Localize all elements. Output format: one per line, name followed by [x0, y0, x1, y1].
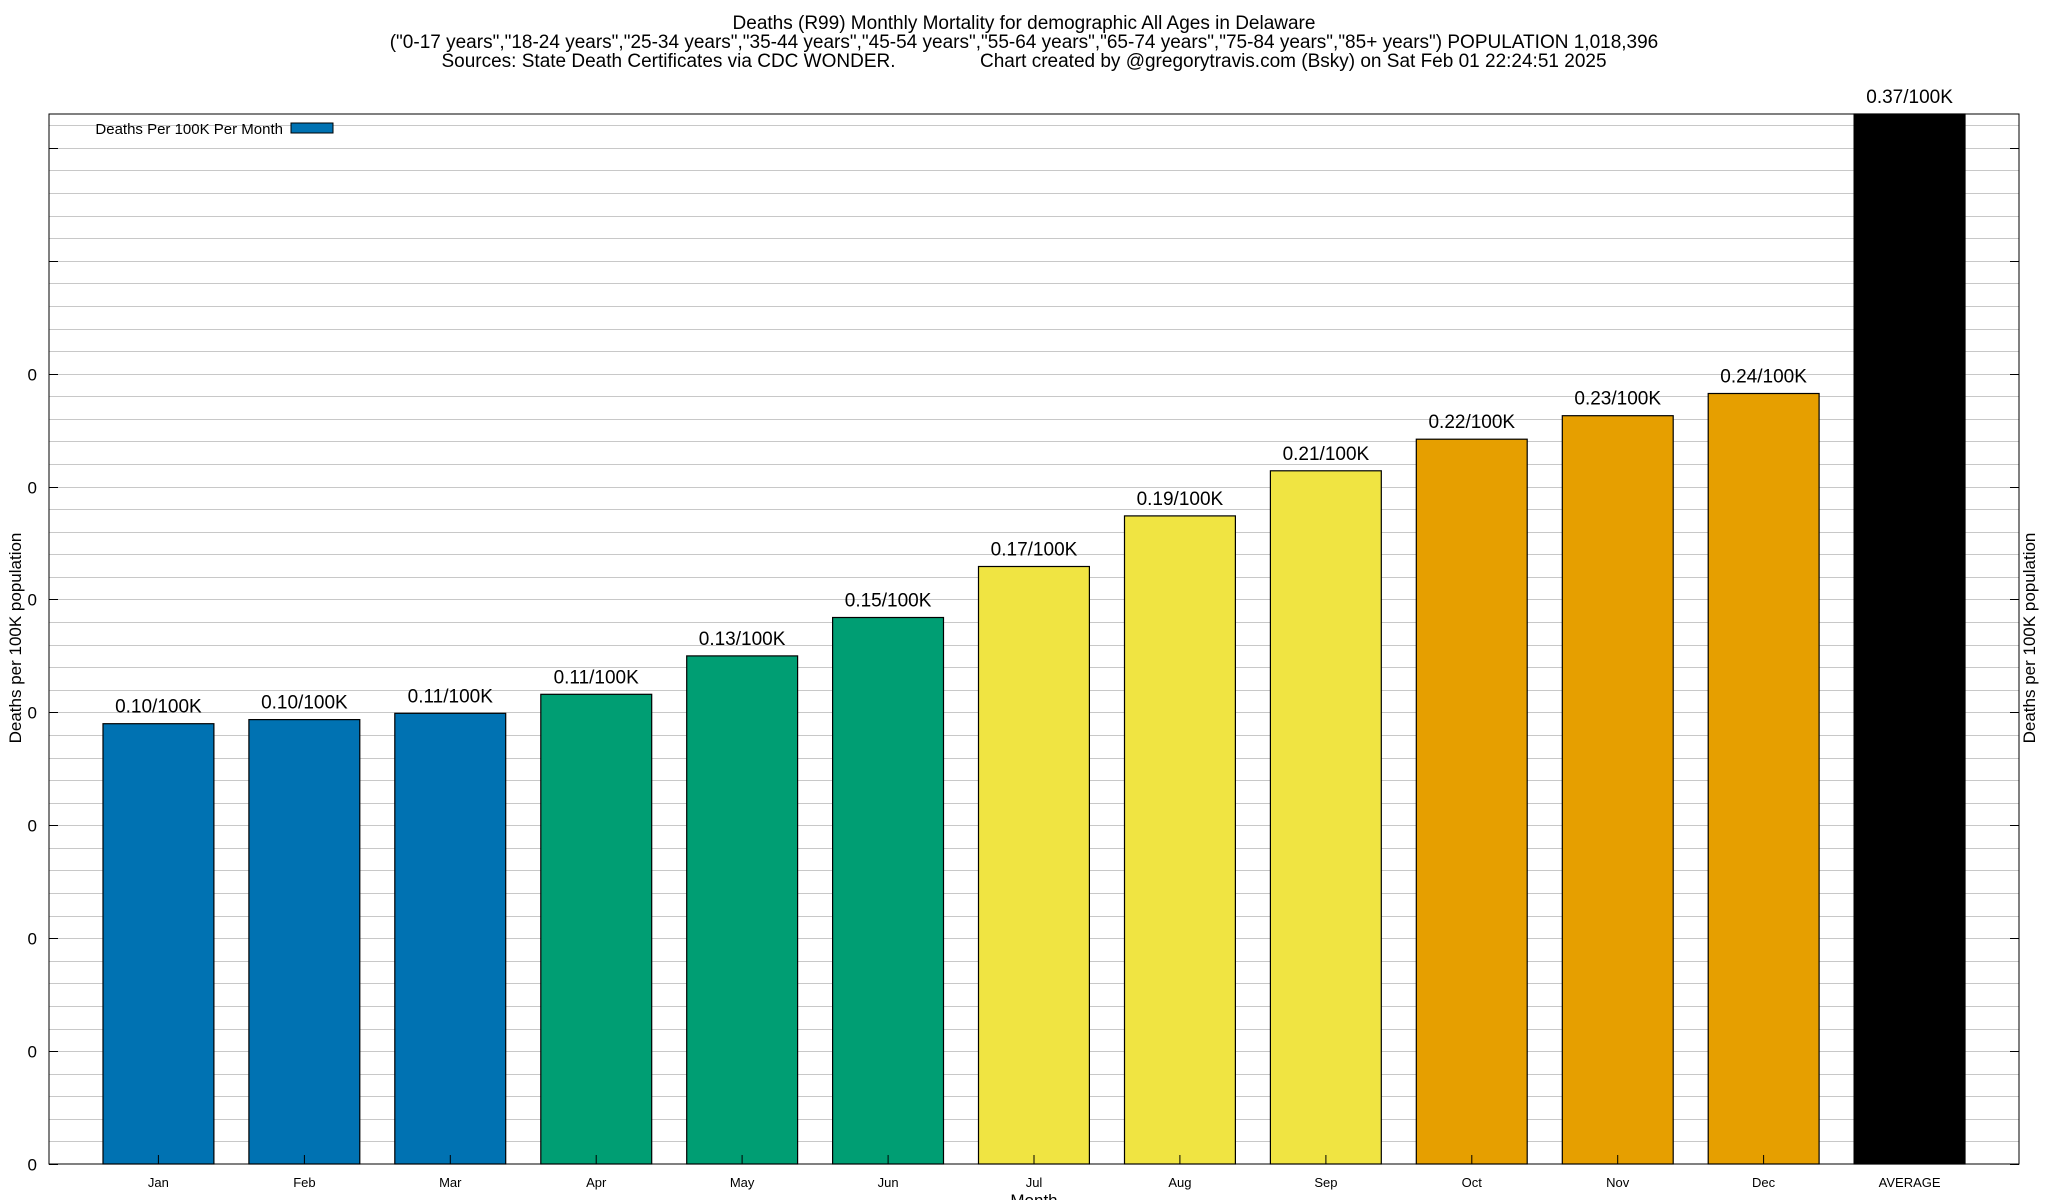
legend: Deaths Per 100K Per Month: [95, 121, 334, 138]
chart-titles: Deaths (R99) Monthly Mortality for demog…: [0, 14, 2048, 71]
x-tick-label: Dec: [1752, 1175, 1776, 1190]
value-label: 0.22/100K: [1428, 412, 1515, 433]
value-label: 0.15/100K: [845, 591, 932, 612]
x-tick-label: Aug: [1168, 1175, 1191, 1190]
value-label: 0.13/100K: [699, 629, 786, 650]
value-labels: 0.10/100K 0.10/100K 0.11/100K 0.11/100K 0.13…: [115, 87, 1953, 718]
x-tick-label: Jul: [1026, 1175, 1043, 1190]
chart-title: Deaths (R99) Monthly Mortality for demog…: [732, 13, 1316, 34]
value-label: 0.10/100K: [261, 693, 348, 714]
bar-jun: [831, 616, 945, 1165]
bars: [102, 113, 1966, 1165]
legend-label: Deaths Per 100K Per Month: [95, 121, 283, 138]
bar-oct: [1415, 438, 1528, 1165]
y-tick-label: 0: [28, 1156, 37, 1175]
y-tick-label: 0: [28, 1043, 37, 1062]
bar-feb: [248, 718, 361, 1165]
bar-may: [686, 655, 799, 1165]
y-tick-label: 0: [28, 930, 37, 949]
x-axis-labels: Jan Feb Mar Apr May Jun Jul Aug Sep Oct Nov Dec AVER…: [148, 1155, 1941, 1190]
y-tick-label: 0: [28, 479, 37, 498]
x-tick-label: AVERAGE: [1879, 1175, 1941, 1190]
legend-swatch: [290, 122, 334, 134]
value-label: 0.11/100K: [408, 686, 494, 707]
x-tick-label: Oct: [1462, 1175, 1483, 1190]
y2-axis-label: Deaths per 100K population: [2020, 533, 2039, 744]
bar-dec: [1707, 392, 1820, 1165]
x-tick-label: Nov: [1606, 1175, 1630, 1190]
value-label: 0.37/100K: [1866, 87, 1953, 108]
x-tick-label: Feb: [293, 1175, 315, 1190]
value-label: 0.21/100K: [1283, 444, 1370, 465]
value-label: 0.10/100K: [115, 697, 202, 718]
x-tick-label: Jun: [878, 1175, 899, 1190]
x-tick-label: Apr: [586, 1175, 607, 1190]
x-tick-label: Jan: [148, 1175, 169, 1190]
y-tick-label: 0: [28, 591, 37, 610]
bar-average: [1853, 113, 1966, 1165]
bar-sep: [1269, 470, 1382, 1165]
value-label: 0.24/100K: [1720, 367, 1807, 388]
bar-mar: [394, 712, 507, 1165]
bar-jan: [102, 723, 215, 1165]
value-label: 0.17/100K: [991, 540, 1078, 561]
y-tick-label: 0: [28, 817, 37, 836]
chart-sources: Sources: State Death Certificates via CD…: [441, 51, 1607, 72]
value-label: 0.11/100K: [554, 667, 640, 688]
x-tick-label: Sep: [1314, 1175, 1337, 1190]
y-tick-label: 0: [28, 704, 37, 723]
y-axis-ticks: 0 0 0 0 0 0 0 0: [28, 148, 2019, 1175]
value-label: 0.19/100K: [1137, 489, 1224, 510]
bar-aug: [1123, 515, 1237, 1165]
y-tick-label: 0: [28, 366, 37, 385]
value-label: 0.23/100K: [1574, 389, 1661, 410]
bar-jul: [977, 565, 1091, 1165]
x-axis-label: Month: [1010, 1191, 1057, 1200]
x-tick-label: May: [730, 1175, 755, 1190]
chart-subtitle: ("0-17 years","18-24 years","25-34 years…: [389, 32, 1659, 53]
bar-apr: [540, 693, 653, 1165]
y-axis-label: Deaths per 100K population: [6, 533, 25, 744]
x-tick-label: Mar: [439, 1175, 462, 1190]
bar-nov: [1561, 415, 1674, 1165]
